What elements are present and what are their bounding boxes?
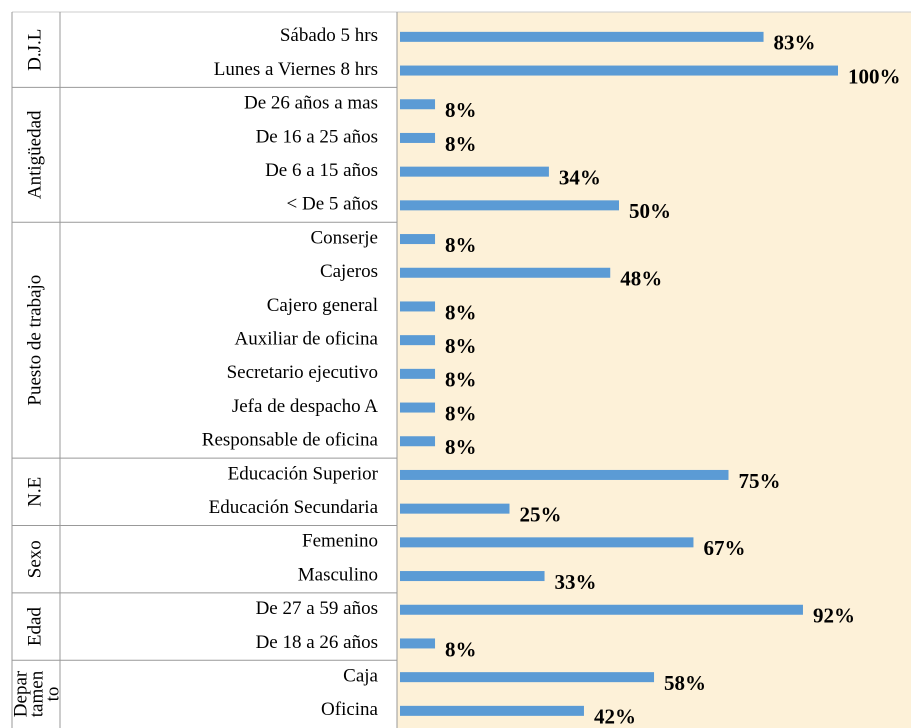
- bar: [400, 301, 436, 312]
- bar: [400, 31, 764, 42]
- bar: [400, 368, 436, 379]
- value-label: 8%: [445, 300, 477, 324]
- group-label: Puesto de trabajo: [24, 275, 45, 406]
- group-label: tamen: [26, 670, 47, 717]
- bar: [400, 503, 510, 514]
- bar: [400, 537, 694, 548]
- value-label: 25%: [520, 502, 562, 526]
- value-label: 8%: [445, 368, 477, 392]
- bar: [400, 234, 436, 245]
- category-label: Secretario ejecutivo: [227, 362, 378, 383]
- category-label: Educación Secundaria: [209, 497, 379, 518]
- category-label: De 16 a 25 años: [256, 126, 378, 147]
- bar: [400, 604, 803, 615]
- bar: [400, 267, 611, 278]
- value-label: 8%: [445, 132, 477, 156]
- category-label: Jefa de despacho A: [232, 396, 378, 417]
- value-label: 75%: [739, 469, 781, 493]
- category-label: Oficina: [321, 699, 379, 720]
- value-label: 58%: [664, 671, 706, 695]
- value-label: 50%: [629, 199, 671, 223]
- value-label: 34%: [559, 165, 601, 189]
- value-label: 42%: [594, 705, 636, 728]
- category-label: Auxiliar de oficina: [234, 329, 378, 350]
- bar: [400, 335, 436, 346]
- bar: [400, 638, 436, 649]
- value-label: 92%: [813, 604, 855, 628]
- bar: [400, 705, 584, 716]
- category-label: Lunes a Viernes 8 hrs: [214, 59, 378, 80]
- bar: [400, 65, 838, 76]
- group-label: Depar: [10, 670, 31, 717]
- category-label: Conserje: [310, 227, 378, 248]
- group-label: Sexo: [24, 540, 45, 578]
- group-label: Edad: [24, 607, 45, 647]
- bar: [400, 200, 619, 211]
- category-label: Cajeros: [320, 261, 378, 282]
- bar: [400, 402, 436, 413]
- category-label: De 18 a 26 años: [256, 632, 378, 653]
- bar: [400, 436, 436, 447]
- category-label: De 27 a 59 años: [256, 598, 378, 619]
- group-label: D.J.L: [24, 29, 45, 71]
- value-label: 8%: [445, 98, 477, 122]
- group-label: Antigüedad: [24, 110, 45, 199]
- category-label: < De 5 años: [287, 194, 378, 215]
- bar: [400, 166, 549, 177]
- category-label: Femenino: [302, 531, 378, 552]
- value-label: 8%: [445, 637, 477, 661]
- group-label: to: [42, 687, 63, 702]
- value-label: 8%: [445, 401, 477, 425]
- category-label: Sábado 5 hrs: [280, 25, 378, 46]
- bar: [400, 571, 545, 582]
- bar: [400, 132, 436, 143]
- group-label: N.E: [24, 477, 45, 507]
- bar: [400, 469, 729, 480]
- value-label: 48%: [620, 267, 662, 291]
- value-label: 67%: [703, 536, 745, 560]
- value-label: 8%: [445, 233, 477, 257]
- bar: [400, 672, 655, 683]
- value-label: 83%: [774, 31, 816, 55]
- category-label: Educación Superior: [228, 463, 379, 484]
- value-label: 100%: [848, 64, 901, 88]
- category-label: Caja: [343, 666, 378, 687]
- value-label: 8%: [445, 334, 477, 358]
- category-label: Masculino: [298, 564, 378, 585]
- value-label: 8%: [445, 435, 477, 459]
- value-label: 33%: [555, 570, 597, 594]
- bar: [400, 99, 436, 110]
- category-label: De 26 años a mas: [244, 93, 378, 114]
- category-label: Responsable de oficina: [202, 430, 379, 451]
- category-label: De 6 a 15 años: [265, 160, 378, 181]
- category-label: Cajero general: [267, 295, 378, 316]
